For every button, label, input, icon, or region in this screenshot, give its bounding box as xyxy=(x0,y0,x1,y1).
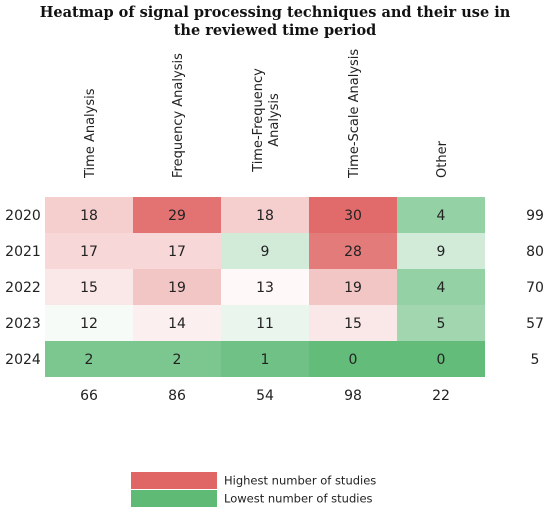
cell-value-label: 11 xyxy=(256,316,274,332)
cell-value-label: 19 xyxy=(168,280,186,296)
row-total-label: 57 xyxy=(526,316,544,332)
heatmap-cell-2021-4 xyxy=(309,233,397,269)
cell-value-label: 4 xyxy=(437,280,446,296)
cell-value-label: 13 xyxy=(256,280,274,296)
cell-value-label: 0 xyxy=(349,352,358,368)
row-label-year: 2020 xyxy=(5,208,41,224)
column-total-label: 22 xyxy=(432,388,450,404)
cell-value-label: 4 xyxy=(437,208,446,224)
legend-swatch-highest xyxy=(131,472,217,489)
cell-value-label: 14 xyxy=(168,316,186,332)
cell-value-label: 17 xyxy=(168,244,186,260)
heatmap-cell-2023-1 xyxy=(45,305,133,341)
column-header-label: Time-Scale Analysis xyxy=(347,49,362,179)
column-total-label: 66 xyxy=(80,388,98,404)
chart-title-line-1: Heatmap of signal processing techniques … xyxy=(39,4,511,21)
heatmap-cell-2020-5 xyxy=(397,197,485,233)
column-total-label: 86 xyxy=(168,388,186,404)
heatmap-cell-2024-2 xyxy=(133,341,221,377)
cell-value-label: 19 xyxy=(344,280,362,296)
heatmap-cell-2024-4 xyxy=(309,341,397,377)
heatmap-cell-2022-1 xyxy=(45,269,133,305)
cell-value-label: 17 xyxy=(80,244,98,260)
heatmap-cell-2020-3 xyxy=(221,197,309,233)
heatmap-cell-2022-4 xyxy=(309,269,397,305)
cell-value-label: 2 xyxy=(173,352,182,368)
heatmap-cell-2021-3 xyxy=(221,233,309,269)
cell-value-label: 28 xyxy=(344,244,362,260)
column-header-label: Time-Frequency xyxy=(251,68,266,173)
cell-value-label: 29 xyxy=(168,208,186,224)
cell-value-label: 18 xyxy=(256,208,274,224)
heatmap-cell-2020-4 xyxy=(309,197,397,233)
heatmap-cell-2023-5 xyxy=(397,305,485,341)
heatmap-cell-2020-1 xyxy=(45,197,133,233)
chart-title: Heatmap of signal processing techniques … xyxy=(0,4,550,40)
heatmap-cell-2023-2 xyxy=(133,305,221,341)
cell-value-label: 12 xyxy=(80,316,98,332)
heatmap-cell-2023-4 xyxy=(309,305,397,341)
column-header-label: Other xyxy=(435,140,450,178)
cell-value-label: 15 xyxy=(80,280,98,296)
row-label-year: 2022 xyxy=(5,280,41,296)
cell-value-label: 15 xyxy=(344,316,362,332)
cell-value-label: 18 xyxy=(80,208,98,224)
row-total-label: 5 xyxy=(531,352,540,368)
heatmap-cell-2024-1 xyxy=(45,341,133,377)
heatmap-cell-2021-2 xyxy=(133,233,221,269)
cell-value-label: 0 xyxy=(437,352,446,368)
legend-swatch-lowest xyxy=(131,490,217,507)
heatmap-cell-2021-5 xyxy=(397,233,485,269)
column-header-label: Frequency Analysis xyxy=(171,53,186,178)
heatmap-cell-2024-5 xyxy=(397,341,485,377)
heatmap-cell-2022-5 xyxy=(397,269,485,305)
cell-value-label: 2 xyxy=(85,352,94,368)
row-total-label: 80 xyxy=(526,244,544,260)
heatmap-cell-2023-3 xyxy=(221,305,309,341)
row-label-year: 2024 xyxy=(5,352,41,368)
row-label-year: 2021 xyxy=(5,244,41,260)
column-header-label: Analysis xyxy=(267,93,282,147)
legend-label: Highest number of studies xyxy=(224,474,376,488)
heatmap-cell-2022-3 xyxy=(221,269,309,305)
column-header-label: Time Analysis xyxy=(83,88,98,179)
row-label-year: 2023 xyxy=(5,316,41,332)
chart-title-line-2: the reviewed time period xyxy=(173,22,377,39)
heatmap-cell-2022-2 xyxy=(133,269,221,305)
heatmap-cell-2021-1 xyxy=(45,233,133,269)
row-total-label: 99 xyxy=(526,208,544,224)
cell-value-label: 1 xyxy=(261,352,270,368)
cell-value-label: 30 xyxy=(344,208,362,224)
heatmap-cell-2020-2 xyxy=(133,197,221,233)
row-total-label: 70 xyxy=(526,280,544,296)
cell-value-label: 9 xyxy=(437,244,446,260)
column-total-label: 54 xyxy=(256,388,274,404)
cell-value-label: 5 xyxy=(437,316,446,332)
column-total-label: 98 xyxy=(344,388,362,404)
cell-value-label: 9 xyxy=(261,244,270,260)
heatmap-cell-2024-3 xyxy=(221,341,309,377)
legend-label: Lowest number of studies xyxy=(224,492,373,506)
